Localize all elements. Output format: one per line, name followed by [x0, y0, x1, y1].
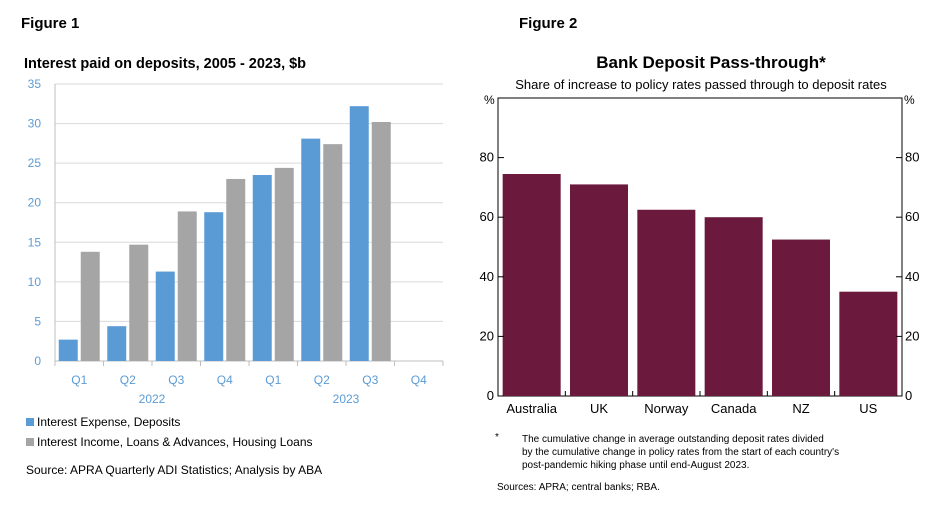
- figure-2-ytick-label-left: 60: [480, 209, 494, 224]
- figure-1-bar: [129, 244, 149, 361]
- figure-1-bar: [58, 339, 78, 361]
- figure-1-category-label: Q3: [362, 373, 378, 387]
- figure-2-ytick-label-left: 40: [480, 269, 494, 284]
- figure-1-ytick-label: 20: [28, 196, 42, 210]
- figure-2-footnote-line: The cumulative change in average outstan…: [522, 434, 824, 445]
- figure-2-chart: Bank Deposit Pass-through* Share of incr…: [480, 53, 920, 493]
- figure-2-ytick-label-right: 0: [905, 388, 912, 403]
- figure-1-ytick-label: 15: [28, 235, 42, 249]
- figure-2-bar: [637, 209, 696, 396]
- figure-1-category-label: Q3: [168, 373, 184, 387]
- figure-2-footnote-line: by the cumulative change in policy rates…: [522, 447, 839, 458]
- figure-2-title: Bank Deposit Pass-through*: [596, 53, 826, 72]
- figure-2-category-label: US: [859, 401, 877, 416]
- figure-1-bar: [80, 251, 100, 361]
- figure-2-category-label: Norway: [644, 401, 689, 416]
- figure-1-legend-label: Interest Expense, Deposits: [37, 415, 180, 429]
- figure-2-bar: [704, 217, 763, 396]
- figure-1-category-label: Q2: [120, 373, 136, 387]
- figure-1-chart: Interest paid on deposits, 2005 - 2023, …: [24, 56, 444, 477]
- figure-1-ytick-label: 25: [28, 156, 42, 170]
- figure-2-bar: [570, 184, 628, 396]
- figure-1-bar: [177, 211, 197, 361]
- figure-1-bar: [274, 167, 294, 361]
- figure-1-legend-swatch: [26, 438, 34, 446]
- figure-1-ytick-label: 30: [28, 117, 42, 131]
- figure-1-bar: [226, 178, 246, 361]
- figure-1-bar: [155, 271, 175, 361]
- figure-1-ytick-label: 0: [34, 354, 41, 368]
- figure-1-ytick-label: 10: [28, 275, 42, 289]
- figure-1-bar: [301, 138, 321, 361]
- figure-2-category-label: UK: [590, 401, 608, 416]
- figure-2-footnote-marker: *: [495, 432, 499, 443]
- figure-2-bar: [772, 239, 830, 396]
- figure-2-ylabel-right: %: [904, 93, 915, 107]
- figure-2-bar: [839, 291, 898, 396]
- figure-2-ytick-label-right: 80: [905, 150, 919, 165]
- figure-2-category-label: NZ: [792, 401, 809, 416]
- figure-1-legend-label: Interest Income, Loans & Advances, Housi…: [37, 435, 313, 449]
- figure-2-ytick-label-left: 20: [480, 328, 494, 343]
- figure-2-sources: Sources: APRA; central banks; RBA.: [497, 482, 660, 493]
- figure-2-category-label: Canada: [711, 401, 757, 416]
- figure-1-category-label: Q1: [265, 373, 281, 387]
- figure-1-legend-swatch: [26, 418, 34, 426]
- figure-1-bar: [371, 121, 391, 361]
- figure-2-ytick-label-right: 40: [905, 269, 919, 284]
- figure-1-label: Figure 1: [21, 15, 80, 32]
- figure-1-year-label: 2022: [139, 392, 166, 406]
- figure-1-year-label: 2023: [333, 392, 360, 406]
- figure-2-category-label: Australia: [506, 401, 557, 416]
- figure-2-ytick-label-right: 20: [905, 328, 919, 343]
- figure-1-bar: [107, 326, 127, 361]
- figure-1-title: Interest paid on deposits, 2005 - 2023, …: [24, 56, 306, 72]
- figure-1-bar: [204, 212, 224, 361]
- figure-2-subtitle: Share of increase to policy rates passed…: [515, 77, 887, 92]
- figure-2-ylabel-left: %: [484, 93, 495, 107]
- figure-2-ytick-label-right: 60: [905, 209, 919, 224]
- figure-1-bar: [323, 144, 343, 361]
- figure-1-source: Source: APRA Quarterly ADI Statistics; A…: [26, 463, 322, 477]
- figure-1-category-label: Q2: [314, 373, 330, 387]
- figure-1-category-label: Q4: [217, 373, 233, 387]
- figure-2-bar: [502, 173, 561, 396]
- figure-1-bar: [252, 175, 272, 361]
- figure-2-footnote-line: post-pandemic hiking phase until end-Aug…: [522, 460, 749, 471]
- figure-1-bar: [349, 106, 369, 361]
- figure-1-category-label: Q4: [411, 373, 427, 387]
- figure-2-label: Figure 2: [519, 15, 578, 32]
- figure-1-category-label: Q1: [71, 373, 87, 387]
- figure-2-ytick-label-left: 0: [487, 388, 494, 403]
- figure-1-ytick-label: 35: [28, 77, 42, 91]
- figure-2-ytick-label-left: 80: [480, 150, 494, 165]
- figure-1-ytick-label: 5: [34, 314, 41, 328]
